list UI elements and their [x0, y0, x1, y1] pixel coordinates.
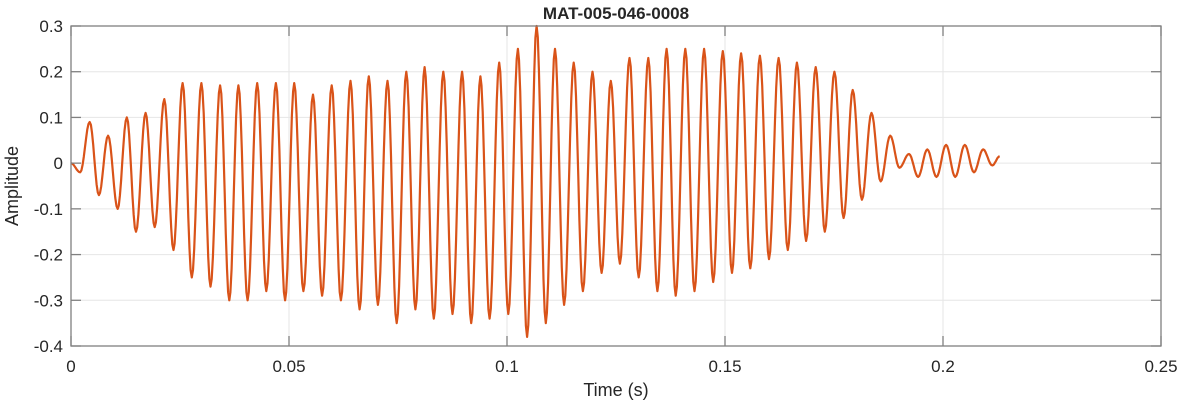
- y-tick-label: 0.1: [39, 108, 63, 127]
- y-tick-label: 0: [54, 154, 63, 173]
- chart-title: MAT-005-046-0008: [543, 4, 689, 23]
- x-tick-label: 0.2: [931, 357, 955, 376]
- axes-frame: [70, 25, 1162, 347]
- y-tick-label: 0.2: [39, 63, 63, 82]
- y-axis-label: Amplitude: [2, 146, 22, 226]
- x-tick-label: 0.25: [1144, 357, 1177, 376]
- y-tick-label: -0.3: [34, 291, 63, 310]
- y-tick-label: -0.2: [34, 246, 63, 265]
- ticks: 0 0.05 0.1 0.15 0.2 0.25 -0.4 -0.3 -0.2 -0.1 0 0.1 0…: [34, 17, 1178, 376]
- y-tick-label: -0.1: [34, 200, 63, 219]
- x-tick-label: 0.1: [495, 357, 519, 376]
- x-tick-label: 0.15: [708, 357, 741, 376]
- x-tick-label: 0.05: [272, 357, 305, 376]
- y-tick-label: 0.3: [39, 17, 63, 36]
- y-tick-label: -0.4: [34, 337, 63, 356]
- series-line: [70, 24, 1001, 338]
- x-tick-label: 0: [66, 357, 75, 376]
- x-axis-label: Time (s): [583, 380, 648, 400]
